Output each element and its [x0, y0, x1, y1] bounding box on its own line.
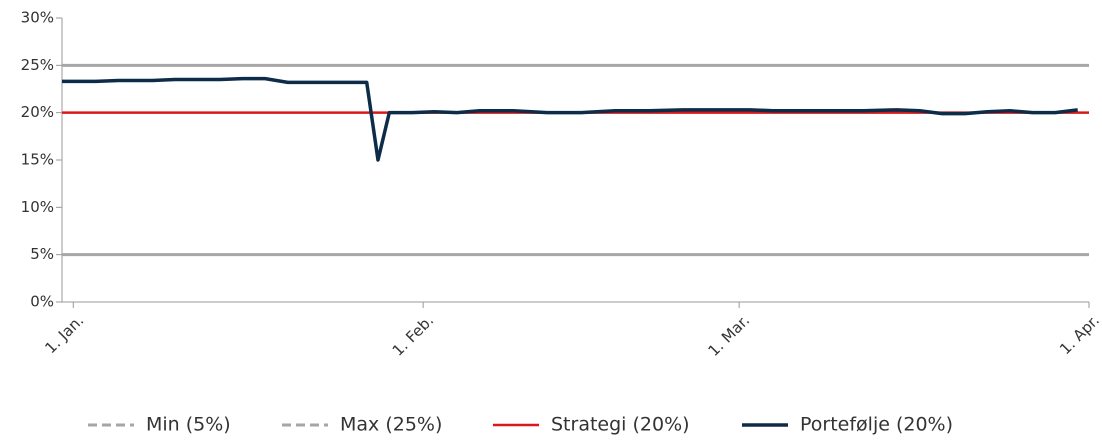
y-tick-label: 30% [21, 9, 54, 27]
legend-label: Max (25%) [340, 414, 442, 436]
y-tick-label: 15% [21, 151, 54, 169]
series-line [62, 76, 1078, 162]
y-tick-label: 0% [30, 293, 54, 311]
legend-label: Min (5%) [146, 414, 231, 436]
x-tick-label: 1. Mar. [705, 311, 754, 360]
y-tick-label: 5% [30, 245, 54, 263]
y-tick-label: 20% [21, 103, 54, 121]
y-tick-label: 10% [21, 198, 54, 216]
x-tick-label: 1. Feb. [389, 311, 437, 359]
legend-label: Strategi (20%) [551, 414, 690, 436]
x-tick-label: 1. Jan. [41, 311, 87, 357]
y-tick-label: 25% [21, 56, 54, 74]
legend-label: Portefølje (20%) [800, 414, 953, 436]
x-tick-label: 1. Apr. [1056, 311, 1102, 358]
